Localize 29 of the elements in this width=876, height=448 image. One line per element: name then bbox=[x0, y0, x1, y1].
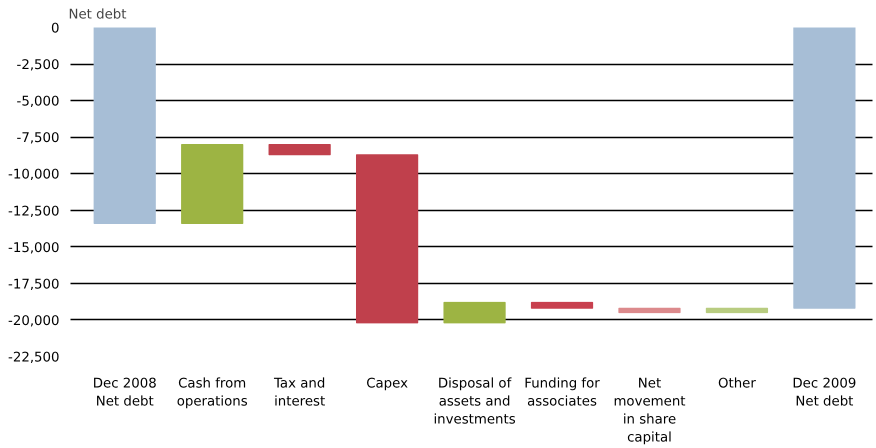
x-tick-label: Dec 2008 Net debt bbox=[92, 376, 157, 410]
y-tick-label: -22,500 bbox=[8, 350, 60, 366]
bar bbox=[706, 308, 768, 314]
x-tick-label: Dec 2009 Net debt bbox=[792, 376, 856, 410]
y-tick-label: -15,000 bbox=[8, 240, 60, 256]
x-tick-label: Other bbox=[718, 376, 756, 392]
x-tick-label: Cash from operations bbox=[176, 376, 248, 410]
bar bbox=[94, 28, 156, 224]
y-tick-label: -20,000 bbox=[8, 314, 60, 329]
bar bbox=[530, 302, 594, 309]
bar bbox=[356, 154, 418, 324]
y-axis-title: Net debt bbox=[68, 8, 126, 22]
y-tick-label: 0 bbox=[51, 22, 60, 36]
bar bbox=[443, 302, 506, 324]
x-tick-label: Net movement in share capital bbox=[613, 376, 686, 446]
y-tick-label: -10,000 bbox=[8, 168, 60, 183]
x-tick-label: Tax and interest bbox=[272, 376, 326, 410]
bar bbox=[793, 28, 856, 309]
bar bbox=[268, 144, 331, 156]
bar bbox=[618, 308, 681, 314]
y-tick-label: -17,500 bbox=[8, 277, 60, 292]
y-tick-label: -7,500 bbox=[16, 131, 60, 146]
bar bbox=[181, 144, 244, 224]
y-tick-label: -2,500 bbox=[16, 58, 60, 74]
x-tick-label: Capex bbox=[366, 376, 408, 392]
y-tick-label: -5,000 bbox=[16, 94, 60, 110]
y-tick-label: -12,500 bbox=[8, 204, 60, 220]
x-tick-label: Funding for associates bbox=[524, 376, 600, 410]
x-tick-label: Disposal of assets and investments bbox=[433, 376, 516, 428]
